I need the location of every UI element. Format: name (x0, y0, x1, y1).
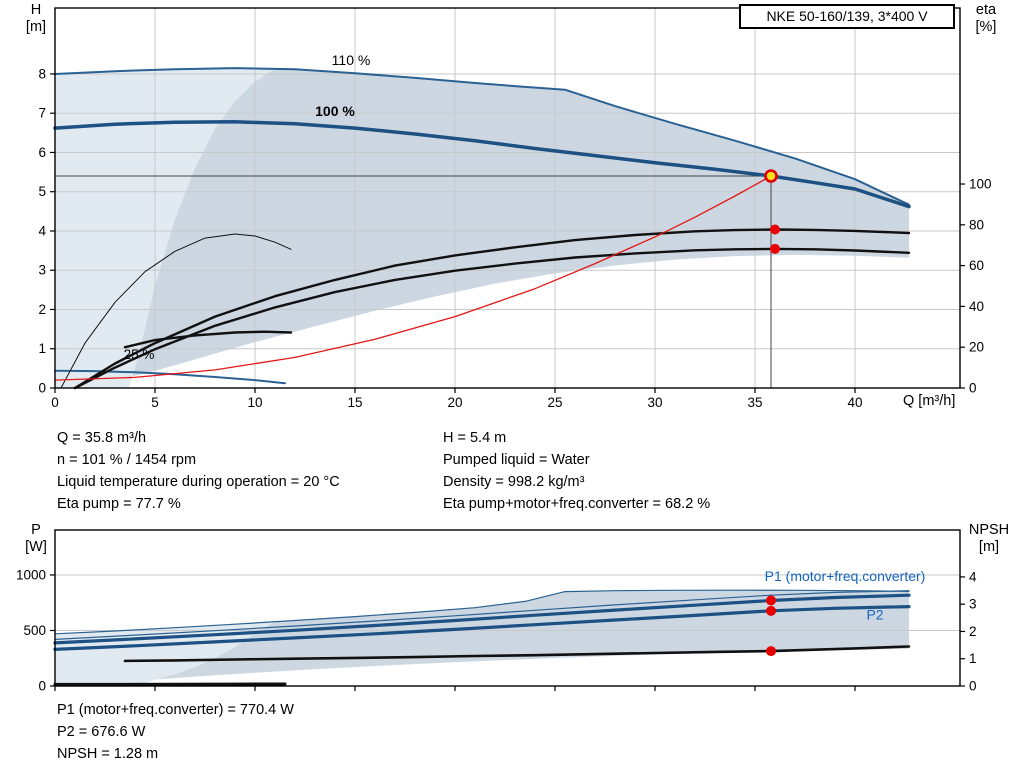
duty-info-left: Q = 35.8 m³/h n = 101 % / 1454 rpm Liqui… (57, 427, 340, 515)
label-p2: P2 (866, 606, 883, 622)
operating-envelope (55, 68, 909, 388)
info-p2: P2 = 676.6 W (57, 724, 146, 740)
info-eta-total: Eta pump+motor+freq.converter = 68.2 % (443, 496, 711, 512)
svg-text:1000: 1000 (16, 567, 46, 582)
info-density: Density = 998.2 kg/m³ (443, 474, 585, 490)
info-flow: Q = 35.8 m³/h (57, 430, 147, 446)
svg-text:3: 3 (38, 263, 46, 278)
info-p1: P1 (motor+freq.converter) = 770.4 W (57, 702, 294, 718)
svg-text:2: 2 (38, 302, 46, 317)
svg-text:2: 2 (969, 624, 977, 639)
svg-text:3: 3 (969, 597, 977, 612)
svg-text:10: 10 (247, 395, 262, 410)
pump-model-box: NKE 50-160/139, 3*400 V (739, 4, 955, 29)
p2-curve (53, 604, 911, 652)
svg-text:60: 60 (969, 258, 984, 273)
low-flow-region (55, 68, 275, 388)
svg-text:5: 5 (151, 395, 159, 410)
svg-text:20: 20 (447, 395, 462, 410)
power-axis-letter: P (31, 522, 41, 538)
duty-point-marker (764, 169, 778, 183)
eta-pump-dot (770, 224, 780, 235)
p1-upper-thin (54, 590, 910, 641)
info-liquid-temp: Liquid temperature during operation = 20… (57, 474, 340, 490)
info-eta-pump: Eta pump = 77.7 % (57, 496, 181, 512)
info-pumped-liquid: Pumped liquid = Water (443, 452, 590, 468)
chart-border-power-npsh (54, 529, 961, 687)
eta-total-curve (73, 247, 911, 390)
svg-text:0: 0 (969, 381, 977, 396)
eta-reduced-speed-arc (60, 233, 292, 389)
svg-text:4: 4 (38, 223, 46, 238)
p2-dot (766, 605, 776, 616)
svg-text:500: 500 (23, 623, 46, 638)
svg-text:6: 6 (38, 145, 46, 160)
power-envelope-top (54, 589, 910, 635)
svg-text:1: 1 (38, 341, 46, 356)
eta-total-dot (770, 243, 780, 254)
svg-text:0: 0 (38, 679, 46, 694)
svg-text:100: 100 (969, 177, 992, 192)
power-low-flow-region (55, 621, 275, 686)
svg-text:20: 20 (969, 340, 984, 355)
eta-axis-title: eta [%] (964, 2, 1008, 36)
svg-text:35: 35 (747, 395, 762, 410)
svg-text:40: 40 (847, 395, 862, 410)
svg-text:7: 7 (38, 106, 46, 121)
label-110pct: 110 % (332, 52, 371, 68)
chart-border-head-flow (54, 7, 961, 389)
svg-text:40: 40 (969, 299, 984, 314)
label-p1: P1 (motor+freq.converter) (765, 568, 926, 584)
flow-axis-title: Q [m³/h] (903, 393, 956, 409)
chart-power-npsh: 0 500 1000 0 1 2 3 4 P1 (motor+freq.converter) P2 (16, 529, 977, 694)
label-100pct: 100 % (315, 103, 355, 119)
npsh-curve (123, 645, 911, 663)
system-curve (54, 175, 772, 381)
head-axis-unit: [m] (25, 19, 47, 35)
eta-axis-letter: eta (975, 2, 997, 18)
svg-text:4: 4 (969, 569, 977, 584)
power-info: P1 (motor+freq.converter) = 770.4 W P2 =… (57, 699, 294, 765)
chart-head-flow: 0 5 10 15 20 25 30 35 40012345678020406080100110… (38, 7, 992, 410)
npsh-axis-unit: [m] (978, 539, 1000, 555)
p1-curve (53, 593, 911, 645)
curve-110pct (54, 67, 910, 206)
info-npsh: NPSH = 1.28 m (57, 746, 159, 762)
svg-text:80: 80 (969, 217, 984, 232)
info-speed: n = 101 % / 1454 rpm (57, 452, 197, 468)
svg-text:0: 0 (38, 381, 46, 396)
power-axis-unit: [W] (25, 539, 47, 555)
svg-text:30: 30 (647, 395, 662, 410)
label-25pct: 25 % (124, 347, 155, 362)
svg-text:8: 8 (38, 66, 46, 81)
svg-text:5: 5 (38, 184, 46, 199)
eta-pump-curve (73, 228, 911, 390)
svg-text:25: 25 (547, 395, 562, 410)
npsh-dot (766, 646, 776, 657)
head-axis-title: H [m] (14, 2, 58, 36)
eta-axis-unit: [%] (975, 19, 997, 35)
npsh-axis-letter: NPSH (968, 522, 1010, 538)
head-axis-letter: H (30, 2, 42, 18)
npsh-axis-title: NPSH [m] (958, 522, 1020, 556)
info-head: H = 5.4 m (443, 430, 507, 446)
duty-info-right: H = 5.4 m Pumped liquid = Water Density … (443, 427, 710, 515)
svg-text:1: 1 (969, 651, 977, 666)
curve-100pct (53, 120, 911, 209)
p1-dot (766, 595, 776, 606)
svg-text:15: 15 (347, 395, 362, 410)
eta-25pct-curve (123, 330, 293, 349)
svg-text:0: 0 (969, 679, 977, 694)
svg-text:0: 0 (51, 395, 59, 410)
power-axis-title: P [W] (14, 522, 58, 556)
